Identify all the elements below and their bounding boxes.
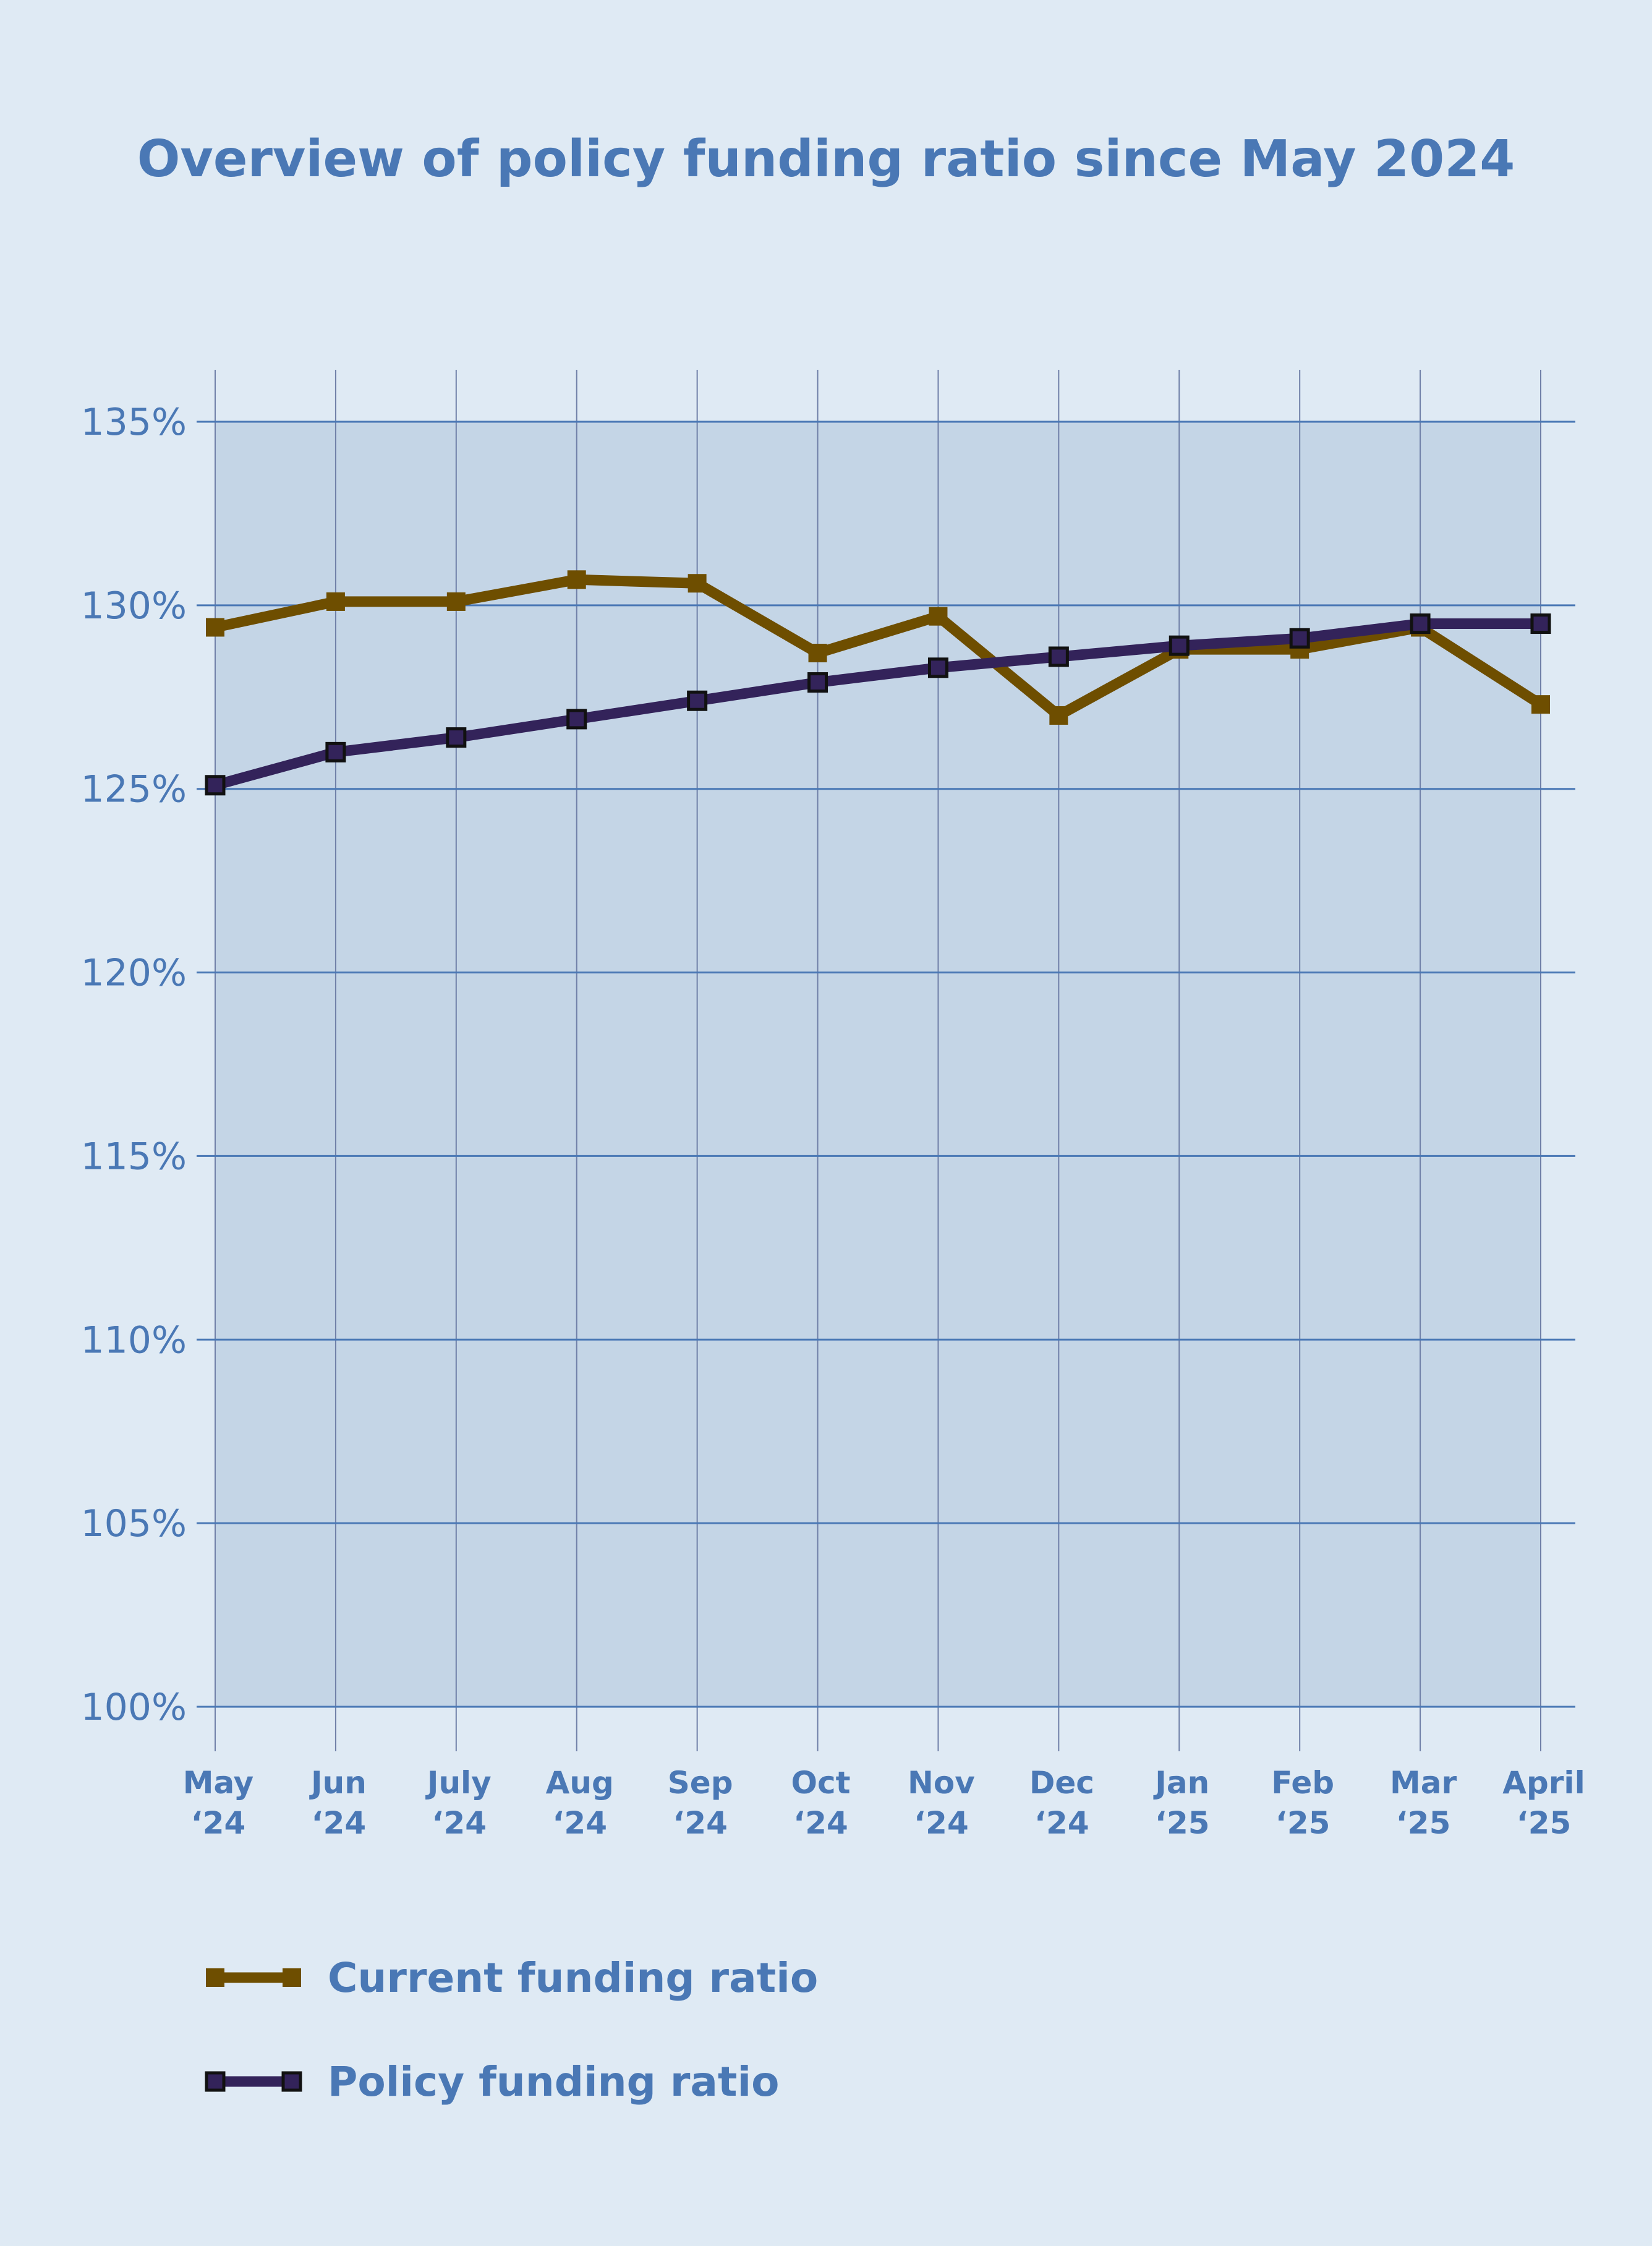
x-tick-label-month: Nov [908,1765,975,1801]
series-current-funding-ratio [206,570,1550,725]
x-tick-label-month: Oct [791,1765,851,1801]
series-lines [205,570,1551,796]
series-line [213,618,1541,790]
data-point-marker [1049,706,1068,725]
data-point-marker [325,741,346,762]
x-tick-label-month: Aug [546,1765,614,1801]
x-tick-label-year: ‘25 [1275,1805,1331,1841]
x-tick-label-year: ‘25 [1517,1805,1572,1841]
data-point-marker [1289,628,1310,649]
data-point-marker [567,570,586,589]
data-point-marker [687,690,708,711]
legend-marker [283,1968,301,1987]
data-point-marker [206,618,224,637]
series-policy-funding-ratio [205,613,1551,796]
plot-area [215,422,1541,1707]
x-tick-label-year: ‘24 [914,1805,969,1841]
data-point-marker [1410,613,1431,634]
data-point-marker [205,775,226,796]
y-tick-label: 125% [80,768,187,811]
legend-marker [206,1968,224,1987]
x-tick-label-year: ‘25 [1396,1805,1451,1841]
x-tick-label-year: ‘24 [673,1805,728,1841]
x-tick-label-month: May [183,1765,254,1801]
x-tick-label-year: ‘24 [432,1805,487,1841]
data-point-marker [927,657,948,678]
legend-marker [205,2071,226,2092]
x-axis-tick-labels: May ‘24 Jun ‘24 July ‘24 Aug ‘24 Sep ‘24 Oct ‘24 Nov… [183,1765,1585,1841]
data-point-marker [808,644,827,663]
legend-label: Policy funding ratio [328,2058,779,2106]
x-tick-label-month: Mar [1390,1765,1457,1801]
y-tick-label: 100% [80,1686,187,1729]
legend-marker [281,2071,302,2092]
x-tick-label-month: Dec [1029,1765,1094,1801]
data-point-marker [1048,646,1069,667]
x-tick-label-year: ‘24 [312,1805,367,1841]
legend-item-policy: Policy funding ratio [205,2058,779,2106]
data-point-marker [326,592,345,611]
data-point-marker [446,592,466,611]
data-point-marker [1530,613,1551,634]
data-point-marker [929,607,948,626]
y-tick-label: 130% [80,584,187,628]
data-point-marker [688,574,707,593]
x-tick-label-year: ‘24 [1034,1805,1089,1841]
x-tick-label-month: Sep [668,1765,733,1801]
y-tick-label: 110% [80,1318,187,1362]
series-line [214,574,1544,722]
y-tick-label: 105% [80,1502,187,1545]
data-point-marker [1531,695,1550,714]
y-tick-label: 115% [80,1135,187,1178]
x-tick-label-month: July [425,1765,492,1801]
x-tick-label-year: ‘25 [1155,1805,1210,1841]
y-axis-tick-labels: 100% 105% 110% 115% 120% 125% 130% 135% [80,401,187,1729]
data-point-marker [1169,635,1190,656]
x-tick-label-year: ‘24 [552,1805,607,1841]
chart-title: Overview of policy funding ratio since M… [137,130,1515,189]
data-point-marker [566,709,587,730]
x-tick-label-month: Jun [309,1765,367,1801]
x-tick-label-year: ‘24 [191,1805,246,1841]
legend: Current funding ratio Policy funding rati… [205,1954,818,2106]
x-tick-label-year: ‘24 [793,1805,848,1841]
y-tick-label: 135% [80,401,187,444]
x-tick-label-month: Feb [1271,1765,1334,1801]
x-tick-label-month: April [1502,1765,1585,1801]
legend-label: Current funding ratio [328,1954,818,2002]
y-tick-label: 120% [80,952,187,995]
data-point-marker [807,672,828,693]
x-tick-label-month: Jan [1153,1765,1209,1801]
legend-item-current: Current funding ratio [206,1954,818,2002]
data-point-marker [446,727,467,748]
